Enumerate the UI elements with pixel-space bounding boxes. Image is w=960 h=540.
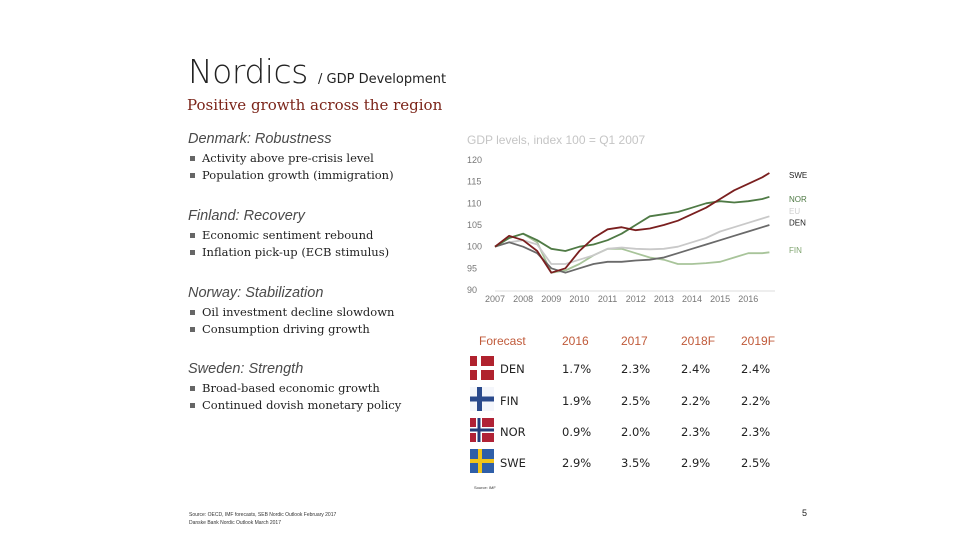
series-line-swe: [494, 172, 770, 274]
page-number: 5: [802, 508, 808, 518]
series-label-eu: EU: [789, 207, 800, 216]
x-tick-label: 2015: [710, 294, 730, 304]
section-heading-denmark: Denmark: Robustness: [188, 131, 332, 147]
denmark-flag-icon: [470, 356, 494, 380]
series-label-den: DEN: [789, 218, 806, 227]
slide-title-suffix: / GDP Development: [318, 72, 447, 87]
table-cell: 2.3%: [741, 425, 771, 439]
x-tick-label: 2011: [598, 294, 617, 304]
bullet-item: Economic sentiment rebound: [189, 227, 389, 244]
table-cell: 2.9%: [681, 456, 711, 470]
gdp-line-chart: 120 115 110 105 100 95 90 2007 2008 2009 2010 2011 2…: [467, 155, 807, 304]
bullet-item: Population growth (immigration): [189, 167, 394, 184]
y-tick-label: 100: [467, 242, 482, 252]
table-cell: 2.0%: [621, 425, 651, 439]
x-tick-label: 2009: [541, 294, 561, 304]
x-tick-label: 2007: [485, 294, 505, 304]
bullet-item: Oil investment decline slowdown: [189, 304, 394, 321]
y-tick-label: 95: [467, 263, 477, 273]
bullet-square-icon: [190, 233, 195, 238]
bullet-square-icon: [190, 250, 195, 255]
bullet-item: Broad-based economic growth: [189, 380, 401, 397]
table-header-2019f: 2019F: [741, 334, 776, 348]
table-cell: 2.4%: [741, 362, 771, 376]
section-heading-norway: Norway: Stabilization: [188, 285, 324, 301]
footnote-line: Source: OECD, IMF forecasts, SEB Nordic …: [189, 512, 337, 518]
table-cell: 1.9%: [562, 394, 592, 408]
table-source: Source: IMF: [474, 485, 496, 490]
finland-flag-icon: [470, 387, 494, 411]
table-cell: 3.5%: [621, 456, 651, 470]
slide-title: Nordics: [188, 52, 308, 91]
table-header-2018f: 2018F: [681, 334, 716, 348]
table-cell: 2.9%: [562, 456, 592, 470]
table-header-2017: 2017: [621, 334, 648, 348]
table-cell: 2.2%: [681, 394, 711, 408]
x-tick-label: 2008: [513, 294, 533, 304]
sweden-flag-icon: [470, 449, 494, 473]
x-tick-label: 2016: [738, 294, 758, 304]
bullet-square-icon: [190, 403, 195, 408]
y-tick-label: 105: [467, 220, 482, 230]
series-line-eu: [494, 215, 770, 265]
table-cell: 2.5%: [621, 394, 651, 408]
section-heading-sweden: Sweden: Strength: [188, 361, 304, 377]
bullet-list-finland: Economic sentiment rebound Inflation pic…: [189, 227, 389, 261]
bullet-list-denmark: Activity above pre-crisis level Populati…: [189, 150, 394, 184]
table-header-2016: 2016: [562, 334, 589, 348]
bullet-square-icon: [190, 173, 195, 178]
chart-title: GDP levels, index 100 = Q1 2007: [467, 133, 646, 147]
x-tick-label: 2013: [654, 294, 674, 304]
bullet-list-norway: Oil investment decline slowdown Consumpt…: [189, 304, 394, 338]
table-row-fin-country: FIN: [500, 394, 519, 408]
x-tick-label: 2014: [682, 294, 702, 304]
table-cell: 0.9%: [562, 425, 592, 439]
y-tick-label: 90: [467, 285, 477, 295]
y-tick-label: 120: [467, 155, 482, 165]
table-row-swe-country: SWE: [500, 456, 526, 470]
series-label-nor: NOR: [789, 195, 807, 204]
y-tick-label: 110: [467, 198, 481, 208]
series-label-fin: FIN: [789, 246, 802, 255]
bullet-item: Consumption driving growth: [189, 321, 394, 338]
table-header-forecast: Forecast: [479, 334, 526, 348]
norway-flag-icon: [470, 418, 494, 442]
bullet-square-icon: [190, 386, 195, 391]
table-cell: 2.2%: [741, 394, 771, 408]
bullet-item: Continued dovish monetary policy: [189, 397, 401, 414]
table-cell: 2.3%: [621, 362, 651, 376]
bullet-list-sweden: Broad-based economic growth Continued do…: [189, 380, 401, 414]
bullet-square-icon: [190, 310, 195, 315]
x-tick-label: 2012: [626, 294, 646, 304]
table-row-den-country: DEN: [500, 362, 525, 376]
table-cell: 2.3%: [681, 425, 711, 439]
bullet-square-icon: [190, 156, 195, 161]
table-row-nor-country: NOR: [500, 425, 526, 439]
x-tick-label: 2010: [569, 294, 589, 304]
table-cell: 1.7%: [562, 362, 592, 376]
footnote: Source: OECD, IMF forecasts, SEB Nordic …: [189, 511, 336, 527]
series-label-swe: SWE: [789, 171, 807, 180]
slide-subtitle: Positive growth across the region: [187, 96, 443, 114]
table-cell: 2.4%: [681, 362, 711, 376]
table-cell: 2.5%: [741, 456, 771, 470]
footnote-line: Danske Bank Nordic Outlook March 2017: [189, 520, 281, 526]
y-tick-label: 115: [467, 177, 481, 187]
bullet-item: Activity above pre-crisis level: [189, 150, 394, 167]
bullet-item: Inflation pick-up (ECB stimulus): [189, 244, 389, 261]
section-heading-finland: Finland: Recovery: [188, 208, 305, 224]
bullet-square-icon: [190, 327, 195, 332]
series-line-nor: [494, 195, 770, 252]
